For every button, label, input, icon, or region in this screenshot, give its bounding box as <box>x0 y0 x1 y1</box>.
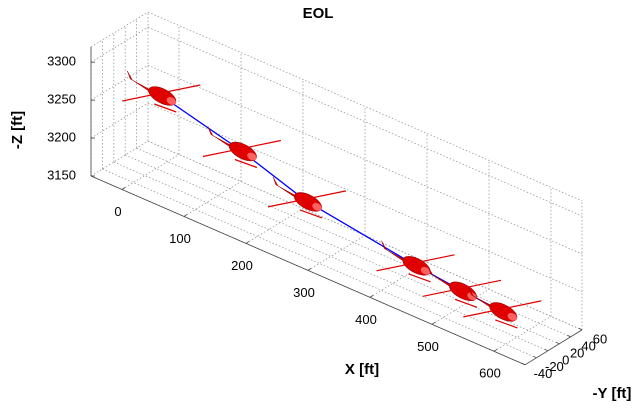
x-tick <box>431 322 436 325</box>
canopy <box>467 292 477 301</box>
grid-line <box>493 316 552 352</box>
x-tick-label: 400 <box>355 312 377 327</box>
fuselage <box>449 281 477 301</box>
x-tick <box>121 187 126 190</box>
skid <box>408 273 431 283</box>
x-tick-label: 0 <box>114 204 121 219</box>
fuselage <box>489 302 518 322</box>
canopy <box>312 203 322 211</box>
grid-line <box>90 102 149 139</box>
box-edge <box>90 11 149 48</box>
fuselage <box>148 86 177 106</box>
y-tick-label: -40 <box>534 366 553 381</box>
rotor <box>422 279 502 297</box>
y-tick-label: 20 <box>570 345 584 360</box>
x-axis <box>90 175 526 366</box>
grid-line <box>90 140 149 177</box>
helicopter <box>463 286 542 329</box>
canopy <box>507 313 518 321</box>
x-tick-label: 100 <box>169 231 191 246</box>
x-tick-label: 500 <box>417 339 439 354</box>
grid-line <box>90 64 149 101</box>
grid-line <box>307 235 366 271</box>
grid-line <box>245 208 304 244</box>
helicopter <box>422 266 502 308</box>
fuselage <box>402 256 431 276</box>
skid <box>154 103 177 113</box>
x-tick-label: 600 <box>479 366 501 381</box>
grid-line <box>113 161 548 352</box>
grid-line <box>369 262 428 298</box>
helicopter <box>202 126 282 169</box>
grid-line <box>102 168 537 359</box>
rotor <box>376 254 455 272</box>
z-tick-label: 3200 <box>47 129 76 144</box>
box-edge <box>147 11 583 202</box>
rotor <box>122 84 201 102</box>
z-tick-label: 3150 <box>47 167 76 182</box>
grid-line <box>125 154 560 345</box>
trajectory <box>159 94 502 312</box>
skid <box>495 319 518 329</box>
y-tick <box>578 327 583 331</box>
chart-title: EOL <box>303 5 334 22</box>
rotor <box>463 300 542 318</box>
x-tick <box>183 214 188 217</box>
grid-line <box>431 289 490 325</box>
canopy <box>166 97 177 105</box>
y-tick-label: 60 <box>593 331 607 346</box>
grid-line <box>90 26 149 63</box>
z-axis-label: -Z [ft] <box>9 111 26 149</box>
helicopter <box>376 240 455 283</box>
rotor <box>202 139 282 158</box>
y-axis <box>524 329 583 366</box>
x-tick <box>307 268 312 271</box>
y-tick <box>556 341 560 345</box>
x-tick-label: 200 <box>231 258 253 273</box>
helicopter <box>267 176 347 219</box>
skid <box>454 298 478 308</box>
canopy <box>420 266 431 275</box>
skid <box>299 209 323 219</box>
x-axis-label: X [ft] <box>345 361 379 378</box>
grid-line <box>147 26 583 217</box>
y-tick-label: 40 <box>581 338 595 353</box>
y-tick-label: -20 <box>545 359 564 374</box>
y-tick-label: 0 <box>562 352 569 367</box>
x-tick <box>245 241 250 244</box>
y-tick <box>567 334 571 338</box>
y-axis-label: -Y [ft] <box>593 385 632 402</box>
y-tick <box>521 362 526 366</box>
canopy <box>247 152 257 161</box>
z-tick-label: 3300 <box>47 54 76 69</box>
x-tick <box>493 348 498 352</box>
x-tick <box>369 295 374 298</box>
skid <box>234 158 258 169</box>
fuselage <box>294 192 322 212</box>
grid-line <box>121 154 180 190</box>
rotor <box>267 190 347 208</box>
z-tick-label: 3250 <box>47 92 76 107</box>
y-tick <box>544 348 548 352</box>
y-tick <box>533 355 537 359</box>
grid-line <box>147 64 583 255</box>
x-tick-label: 300 <box>293 285 315 300</box>
helicopter <box>122 70 201 113</box>
grid-line <box>183 181 242 217</box>
